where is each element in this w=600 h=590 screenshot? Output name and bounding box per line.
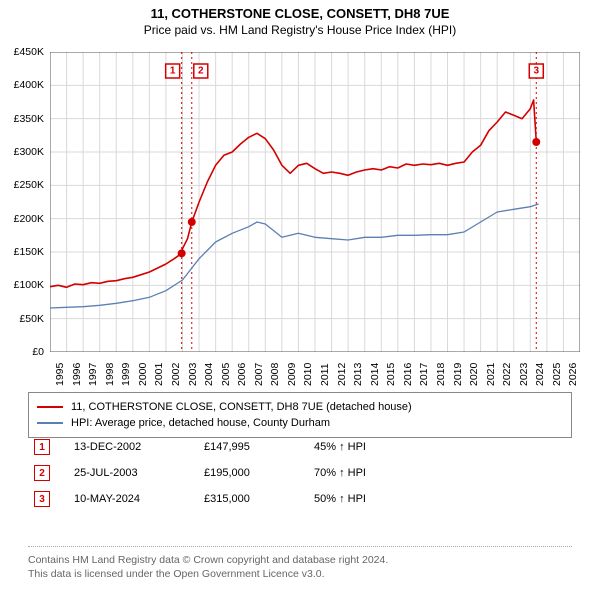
- x-tick-label: 2016: [402, 363, 414, 386]
- legend-swatch: [37, 406, 63, 408]
- chart-subtitle: Price paid vs. HM Land Registry's House …: [0, 21, 600, 37]
- x-tick-label: 2006: [236, 363, 248, 386]
- event-date: 13-DEC-2002: [74, 441, 204, 453]
- x-tick-label: 2021: [485, 363, 497, 386]
- footer-line: Contains HM Land Registry data © Crown c…: [28, 553, 572, 567]
- x-tick-label: 2022: [501, 363, 513, 386]
- x-tick-label: 2015: [385, 363, 397, 386]
- legend-label: 11, COTHERSTONE CLOSE, CONSETT, DH8 7UE …: [71, 399, 412, 415]
- y-tick-label: £100K: [0, 279, 44, 291]
- event-pct: 50% ↑ HPI: [314, 493, 366, 505]
- x-tick-label: 2023: [518, 363, 530, 386]
- legend-item: 11, COTHERSTONE CLOSE, CONSETT, DH8 7UE …: [37, 399, 563, 415]
- legend-label: HPI: Average price, detached house, Coun…: [71, 415, 330, 431]
- y-tick-label: £250K: [0, 179, 44, 191]
- event-price: £315,000: [204, 493, 314, 505]
- legend-item: HPI: Average price, detached house, Coun…: [37, 415, 563, 431]
- x-tick-label: 1995: [54, 363, 66, 386]
- x-tick-label: 2008: [269, 363, 281, 386]
- y-tick-label: £450K: [0, 46, 44, 58]
- event-date: 25-JUL-2003: [74, 467, 204, 479]
- events-table: 1 13-DEC-2002 £147,995 45% ↑ HPI 2 25-JU…: [28, 434, 572, 512]
- x-tick-label: 2002: [170, 363, 182, 386]
- chart-page: 11, COTHERSTONE CLOSE, CONSETT, DH8 7UE …: [0, 0, 600, 590]
- x-tick-label: 2004: [203, 363, 215, 386]
- chart-svg: 1 2 3: [50, 52, 580, 352]
- x-tick-label: 2012: [336, 363, 348, 386]
- y-tick-label: £300K: [0, 146, 44, 158]
- y-tick-label: £50K: [0, 313, 44, 325]
- x-tick-label: 2010: [302, 363, 314, 386]
- x-tick-label: 2026: [567, 363, 579, 386]
- footer: Contains HM Land Registry data © Crown c…: [28, 546, 572, 581]
- x-tick-label: 1996: [71, 363, 83, 386]
- y-tick-label: £150K: [0, 246, 44, 258]
- event-price: £195,000: [204, 467, 314, 479]
- svg-text:3: 3: [533, 66, 539, 77]
- x-tick-label: 2001: [153, 363, 165, 386]
- x-tick-label: 1997: [87, 363, 99, 386]
- svg-text:2: 2: [198, 66, 204, 77]
- y-tick-label: £0: [0, 346, 44, 358]
- x-tick-label: 2017: [418, 363, 430, 386]
- y-tick-label: £200K: [0, 213, 44, 225]
- y-tick-label: £400K: [0, 79, 44, 91]
- x-tick-label: 2009: [286, 363, 298, 386]
- svg-text:1: 1: [170, 66, 176, 77]
- x-tick-label: 2018: [435, 363, 447, 386]
- x-tick-label: 2020: [468, 363, 480, 386]
- x-tick-label: 2013: [352, 363, 364, 386]
- y-tick-label: £350K: [0, 113, 44, 125]
- x-tick-label: 2003: [187, 363, 199, 386]
- event-row: 1 13-DEC-2002 £147,995 45% ↑ HPI: [28, 434, 572, 460]
- x-tick-label: 1999: [120, 363, 132, 386]
- event-row: 2 25-JUL-2003 £195,000 70% ↑ HPI: [28, 460, 572, 486]
- x-tick-label: 2000: [137, 363, 149, 386]
- legend-swatch: [37, 422, 63, 424]
- x-tick-label: 2014: [369, 363, 381, 386]
- x-tick-label: 2025: [551, 363, 563, 386]
- event-marker-icon: 1: [34, 439, 50, 455]
- event-row: 3 10-MAY-2024 £315,000 50% ↑ HPI: [28, 486, 572, 512]
- event-price: £147,995: [204, 441, 314, 453]
- x-tick-label: 2005: [220, 363, 232, 386]
- x-tick-label: 2007: [253, 363, 265, 386]
- event-pct: 70% ↑ HPI: [314, 467, 366, 479]
- x-tick-label: 1998: [104, 363, 116, 386]
- footer-line: This data is licensed under the Open Gov…: [28, 567, 572, 581]
- x-tick-label: 2011: [319, 363, 331, 386]
- plot-area: 1 2 3: [50, 52, 580, 352]
- event-marker-icon: 3: [34, 491, 50, 507]
- event-marker-icon: 2: [34, 465, 50, 481]
- x-tick-label: 2019: [452, 363, 464, 386]
- event-date: 10-MAY-2024: [74, 493, 204, 505]
- x-tick-label: 2024: [534, 363, 546, 386]
- event-pct: 45% ↑ HPI: [314, 441, 366, 453]
- legend: 11, COTHERSTONE CLOSE, CONSETT, DH8 7UE …: [28, 392, 572, 438]
- chart-title: 11, COTHERSTONE CLOSE, CONSETT, DH8 7UE: [0, 0, 600, 21]
